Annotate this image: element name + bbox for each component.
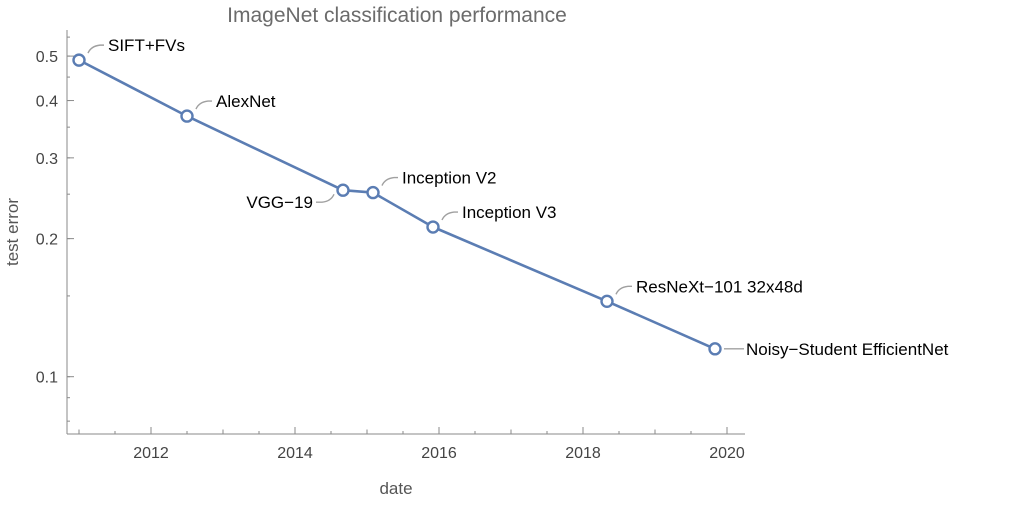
label-leader: [195, 100, 212, 110]
y-tick-label: 0.1: [36, 370, 58, 387]
y-tick-label: 0.2: [36, 232, 58, 249]
data-point-marker: [180, 109, 194, 123]
point-label: Inception V2: [402, 169, 497, 188]
x-tick-label: 2018: [565, 445, 601, 462]
point-label: Noisy−Student EfficientNet: [746, 340, 949, 359]
point-label: VGG−19: [246, 193, 313, 212]
point-label: Inception V3: [462, 203, 557, 222]
point-label: AlexNet: [216, 92, 276, 111]
axes: 2012 2014 2016 2018 2020 0.1 0.2 0.3 0.4 0.5: [36, 30, 745, 462]
data-point-marker: [708, 342, 722, 356]
chart-title: ImageNet classification performance: [227, 4, 567, 27]
y-tick-label: 0.3: [36, 151, 58, 168]
point-label: ResNeXt−101 32x48d: [636, 277, 803, 296]
data-point-marker: [426, 220, 440, 234]
point-label: SIFT+FVs: [108, 36, 185, 55]
y-axis-title: test error: [3, 198, 22, 266]
data-point-marker: [366, 185, 380, 200]
label-leader: [87, 44, 104, 54]
data-point-marker: [72, 53, 86, 67]
label-leader: [441, 211, 458, 221]
y-tick-label: 0.4: [36, 94, 58, 111]
y-tick-label: 0.5: [36, 49, 58, 66]
data-point-marker: [336, 183, 350, 197]
series-layer: SIFT+FVs AlexNet VGG−19 Inception V2 Incepti…: [72, 36, 949, 359]
series-line: [78, 58, 716, 351]
label-leader: [381, 176, 398, 186]
label-leader: [316, 193, 335, 203]
x-tick-label: 2016: [421, 445, 457, 462]
x-axis-title: date: [379, 479, 412, 498]
x-tick-label: 2020: [709, 445, 745, 462]
label-leader: [615, 285, 632, 295]
data-point-marker: [600, 294, 614, 309]
x-tick-label: 2014: [277, 445, 313, 462]
x-tick-label: 2012: [133, 445, 169, 462]
